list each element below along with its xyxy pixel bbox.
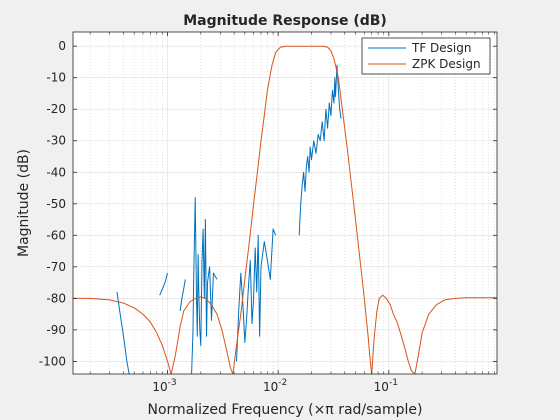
y-tick-label: -20: [46, 102, 66, 116]
y-tick-label: -40: [46, 165, 66, 179]
y-tick-label: -80: [46, 291, 66, 305]
series-layer: [73, 45, 497, 374]
y-axis-ticks: 0 -10 -20 -30 -40 -50 -60 -70 -80 -90 -100: [39, 39, 497, 368]
y-tick-label: -70: [46, 260, 66, 274]
x-tick-label: 10-3: [152, 378, 176, 394]
y-tick-label: -50: [46, 197, 66, 211]
series-line-segment: [191, 197, 218, 374]
series-line-segment: [298, 64, 342, 236]
chart-title: Magnitude Response (dB): [183, 13, 387, 29]
series-tf-design: [116, 64, 342, 374]
y-tick-label: -10: [46, 71, 66, 85]
y-tick-label: 0: [58, 39, 66, 53]
series-line-segment: [116, 291, 130, 374]
y-tick-label: -100: [39, 354, 66, 368]
y-axis-label: Magnitude (dB): [16, 149, 32, 257]
x-axis-label: Normalized Frequency (×π rad/sample): [148, 402, 423, 418]
x-tick-label: 10-1: [374, 378, 398, 394]
series-line-segment: [179, 279, 186, 312]
y-tick-label: -60: [46, 228, 66, 242]
x-axis-ticks: 10-3 10-2 10-1: [89, 32, 495, 394]
axes-frame: [72, 31, 498, 375]
series-line-segment: [236, 228, 277, 362]
axes-background: [73, 32, 497, 374]
x-tick-label: 10-2: [263, 378, 287, 394]
y-tick-label: -90: [46, 323, 66, 337]
y-tick-label: -30: [46, 134, 66, 148]
major-grid: [73, 32, 497, 374]
series-line-segment: [73, 45, 497, 374]
minor-grid: [89, 32, 495, 374]
series-zpk-design: [73, 45, 497, 374]
legend-entry: ZPK Design: [412, 57, 481, 71]
legend-box: [361, 37, 491, 75]
legend: TF Design ZPK Design: [361, 37, 491, 75]
legend-entry: TF Design: [411, 41, 471, 55]
series-line-segment: [159, 272, 168, 296]
